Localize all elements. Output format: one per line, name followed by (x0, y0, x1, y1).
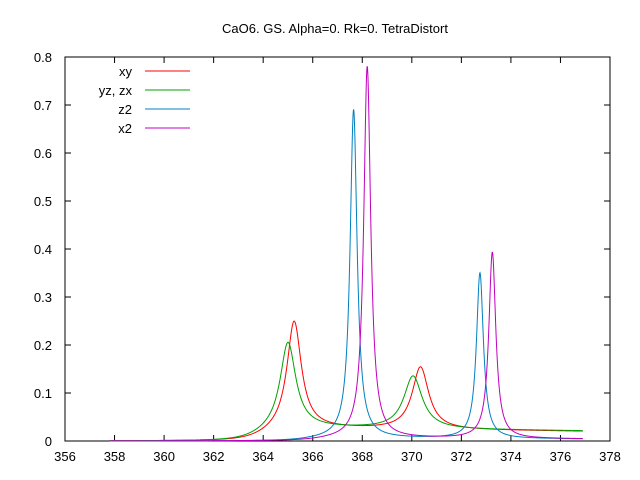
x-tick-label: 368 (351, 449, 373, 464)
y-tick-label: 0.2 (34, 338, 52, 353)
y-tick-label: 0.8 (34, 50, 52, 65)
plot-frame (64, 56, 611, 442)
x-tick-label: 358 (104, 449, 126, 464)
y-tick-label: 0 (45, 434, 52, 449)
legend-label: xy (119, 64, 133, 79)
chart-title: CaO6. GS. Alpha=0. Rk=0. TetraDistort (222, 21, 448, 36)
x-tick-label: 364 (252, 449, 274, 464)
series-line-3 (109, 66, 583, 442)
legend-label: yz, zx (99, 83, 133, 98)
x-tick-label: 362 (203, 449, 225, 464)
y-tick-label: 0.7 (34, 98, 52, 113)
x-tick-label: 376 (550, 449, 572, 464)
y-tick-label: 0.1 (34, 386, 52, 401)
axis-ticks: 356 358 360 362 364 366 368 370 372 374 376 378 0 0.1… (34, 50, 621, 464)
y-tick-label: 0.5 (34, 194, 52, 209)
series-layer (109, 66, 583, 442)
x-tick-label: 360 (153, 449, 175, 464)
series-line-2 (109, 109, 583, 442)
y-tick-label: 0.4 (34, 242, 52, 257)
legend-label: x2 (118, 121, 132, 136)
x-tick-label: 366 (302, 449, 324, 464)
x-tick-label: 372 (451, 449, 473, 464)
y-tick-label: 0.6 (34, 146, 52, 161)
x-tick-label: 370 (401, 449, 423, 464)
x-tick-label: 378 (599, 449, 621, 464)
series-line-0 (109, 320, 583, 442)
x-tick-label: 356 (54, 449, 76, 464)
legend: xy yz, zx z2 x2 (99, 64, 190, 136)
y-tick-label: 0.3 (34, 290, 52, 305)
legend-label: z2 (118, 102, 132, 117)
x-tick-label: 374 (500, 449, 522, 464)
